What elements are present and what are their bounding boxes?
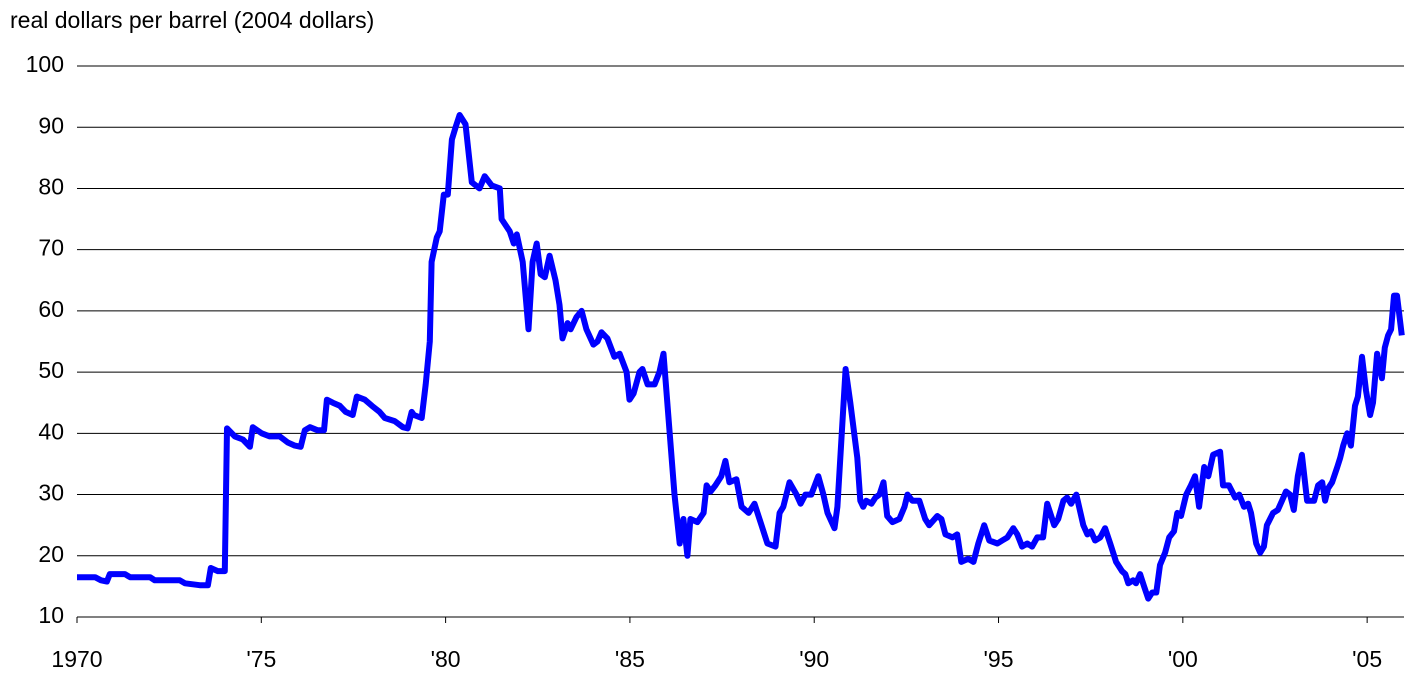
y-tick-label: 70: [38, 235, 64, 261]
x-tick-label: '00: [1168, 646, 1198, 672]
y-tick-label: 40: [38, 418, 64, 444]
data-line: [77, 112, 1405, 602]
y-tick-label: 60: [38, 296, 64, 322]
y-tick-label: 30: [38, 480, 64, 506]
y-tick-label: 20: [38, 541, 64, 567]
x-tick-label: '75: [246, 646, 276, 672]
y-tick-label: 90: [38, 112, 64, 138]
y-tick-label: 100: [26, 51, 64, 77]
y-tick-label: 50: [38, 357, 64, 383]
x-tick-label: '05: [1352, 646, 1382, 672]
x-tick-label: '85: [615, 646, 645, 672]
x-tick-label: '80: [431, 646, 461, 672]
x-tick-label: '90: [799, 646, 829, 672]
y-tick-label: 10: [38, 602, 64, 628]
x-tick-label: '95: [984, 646, 1014, 672]
y-tick-label: 80: [38, 174, 64, 200]
x-tick-label: 1970: [51, 646, 102, 672]
y-axis-label: real dollars per barrel (2004 dollars): [10, 7, 374, 33]
